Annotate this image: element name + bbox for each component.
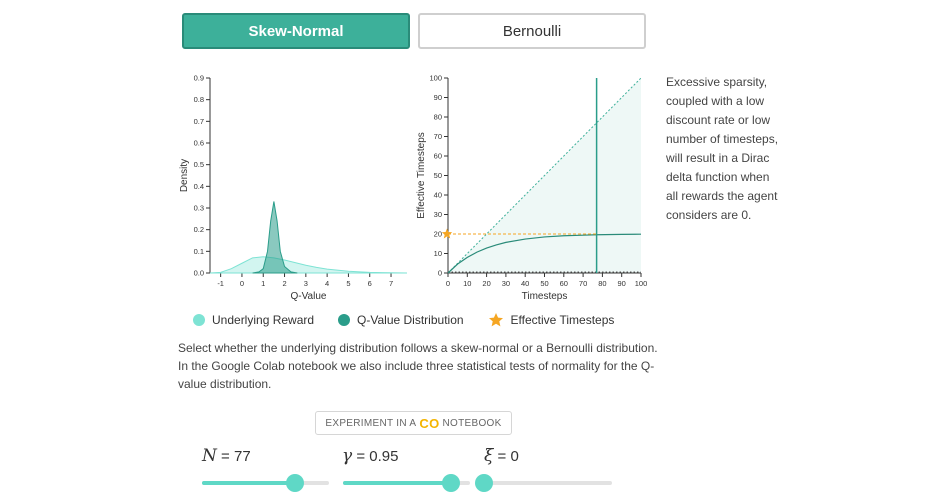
xi-slider[interactable]	[475, 474, 612, 492]
y-tick-label: 0.5	[194, 160, 204, 169]
effective-timesteps-chart: 0 10 20 30 40 50 60 70 80 90 100 0 10 20 30 40 50 60 70 80 9…	[416, 74, 648, 303]
param-value: = 0.95	[356, 448, 399, 465]
x-tick-label: 4	[325, 279, 329, 288]
param-n-label: N = 77	[202, 446, 251, 466]
y-tick-label: 0.9	[194, 74, 204, 83]
param-value: = 77	[221, 448, 251, 465]
dot-icon	[338, 314, 351, 326]
description: Select whether the underlying distributi…	[178, 341, 658, 391]
x-tick-label: 70	[579, 279, 587, 288]
gamma-slider[interactable]	[343, 474, 470, 492]
series-area-q-value-distribution	[252, 201, 298, 274]
legend: Underlying Reward Q-Value Distribution E…	[193, 312, 638, 328]
param-xi-label: ξ = 0	[484, 446, 519, 466]
legend-label: Q-Value Distribution	[357, 313, 464, 327]
y-tick-label: 0.6	[194, 139, 204, 148]
y-tick-label: 30	[434, 210, 442, 219]
star-icon	[441, 228, 453, 239]
y-tick-label: 40	[434, 191, 442, 200]
y-tick-label: 10	[434, 249, 442, 258]
param-symbol: γ	[342, 446, 353, 466]
y-tick-label: 0.2	[194, 225, 204, 234]
dot-icon	[193, 314, 205, 326]
x-tick-label: 90	[618, 279, 626, 288]
x-tick-label: 3	[304, 279, 308, 288]
tab-skew-normal[interactable]: Skew-Normal	[182, 13, 410, 49]
param-gamma-label: γ = 0.95	[342, 446, 398, 466]
y-tick-label: 50	[434, 171, 442, 180]
density-chart: 0.0 0.1 0.2 0.3 0.4 0.5 0.6 0.7 0.8 0.9 -1 0 1 2 3 4 5 6 7…	[179, 74, 408, 302]
y-tick-label: 60	[434, 152, 442, 161]
x-axis-label: Timesteps	[522, 291, 568, 302]
y-tick-label: 20	[434, 230, 442, 239]
param-symbol: N	[202, 446, 217, 466]
y-tick-label: 0.3	[194, 204, 204, 213]
legend-label: Effective Timesteps	[510, 313, 615, 327]
x-tick-label: 100	[635, 279, 648, 288]
y-tick-label: 100	[429, 74, 442, 83]
legend-label: Underlying Reward	[212, 313, 315, 327]
colab-logo-icon: CO	[419, 415, 440, 431]
x-tick-label: 7	[389, 279, 393, 288]
x-tick-label: 10	[463, 279, 471, 288]
colab-prefix: EXPERIMENT IN A	[325, 417, 417, 429]
y-tick-label: 0.4	[194, 182, 204, 191]
y-axis-label: Density	[179, 159, 190, 192]
tab-bernoulli[interactable]: Bernoulli	[418, 13, 646, 49]
side-note: Excessive sparsity, coupled with a low d…	[666, 75, 779, 222]
y-tick-label: 0.1	[194, 247, 204, 256]
x-axis-label: Q-Value	[291, 291, 327, 302]
y-tick-label: 80	[434, 113, 442, 122]
x-tick-label: 5	[346, 279, 350, 288]
n-slider[interactable]	[202, 474, 329, 492]
y-axis-label: Effective Timesteps	[416, 132, 427, 219]
x-tick-label: 0	[240, 279, 244, 288]
effective-timesteps-curve	[447, 233, 642, 274]
param-symbol: ξ	[484, 446, 494, 466]
y-tick-label: 0.7	[194, 117, 204, 126]
colab-suffix: NOTEBOOK	[442, 417, 502, 429]
slider-thumb[interactable]	[285, 474, 304, 492]
x-tick-label: 80	[598, 279, 606, 288]
param-value: = 0	[497, 448, 519, 465]
x-tick-label: 60	[560, 279, 568, 288]
x-tick-label: 50	[540, 279, 548, 288]
slider-thumb[interactable]	[475, 474, 493, 492]
x-tick-label: 2	[282, 279, 286, 288]
slider-thumb[interactable]	[441, 474, 460, 492]
star-icon	[488, 313, 503, 327]
legend-item-effective-timesteps[interactable]: Effective Timesteps	[488, 312, 615, 328]
y-tick-label: 90	[434, 93, 442, 102]
x-tick-label: 1	[261, 279, 265, 288]
legend-item-q-value[interactable]: Q-Value Distribution	[338, 313, 464, 327]
x-tick-label: -1	[217, 279, 224, 288]
x-tick-label: 20	[482, 279, 490, 288]
x-tick-label: 30	[502, 279, 510, 288]
x-tick-label: 0	[446, 279, 450, 288]
slider-fill	[343, 481, 451, 485]
slider-fill	[202, 481, 295, 485]
x-tick-label: 6	[368, 279, 372, 288]
x-tick-label: 40	[521, 279, 529, 288]
y-tick-label: 0.0	[194, 269, 204, 278]
colab-notebook-button[interactable]: EXPERIMENT IN A CO NOTEBOOK	[315, 411, 512, 435]
y-tick-label: 0.8	[194, 95, 204, 104]
diagonal-reference-line	[447, 77, 642, 274]
y-tick-label: 0	[438, 269, 442, 278]
legend-item-underlying-reward[interactable]: Underlying Reward	[193, 313, 314, 327]
series-area-underlying-reward	[209, 256, 408, 274]
y-tick-label: 70	[434, 132, 442, 141]
